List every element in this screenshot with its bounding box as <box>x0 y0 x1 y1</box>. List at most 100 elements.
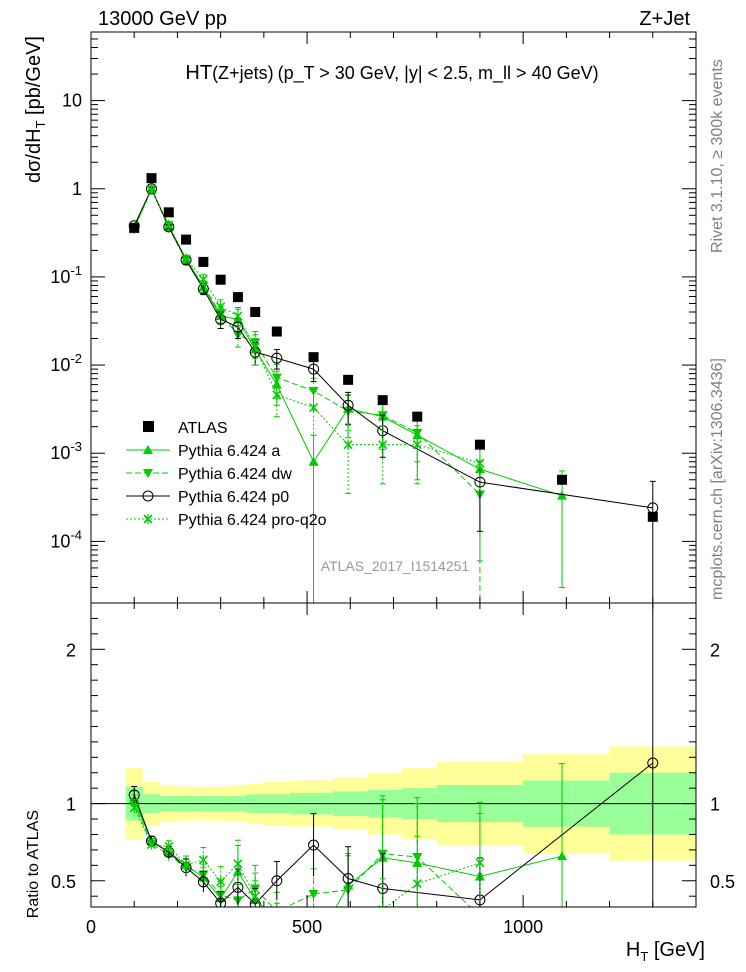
marker-triangle-down <box>475 912 485 921</box>
legend-label: ATLAS <box>178 420 228 437</box>
marker-circle <box>197 876 209 888</box>
marker-triangle-up <box>143 445 153 454</box>
axes: 0 500 1000 10-4 10-3 10-2 10-1 1 10 0.5 0.5 1 1 2 2 <box>50 31 735 937</box>
marker-triangle-down <box>308 889 319 899</box>
mcplots-label: mcplots.cern.ch [arXiv:1306.3436] <box>709 358 726 600</box>
marker-triangle-up <box>309 943 319 952</box>
marker-star <box>378 439 388 450</box>
marker-star <box>475 857 485 868</box>
ratio-y-tick-label: 1 <box>66 795 76 815</box>
marker-star <box>198 274 208 285</box>
marker-star-stroke <box>273 924 281 932</box>
data-point <box>647 511 658 522</box>
x-axis-label-text: H <box>626 939 640 961</box>
marker-star <box>181 859 191 870</box>
marker-triangle-down <box>271 373 282 383</box>
legend-label: Pythia 6.424 pro-q2o <box>178 512 327 529</box>
marker-star <box>198 854 208 865</box>
ratio-panel-series <box>128 603 659 952</box>
marker-star <box>143 514 153 524</box>
y-tick-label: 10-1 <box>50 263 82 287</box>
marker-star <box>129 802 139 813</box>
y-tick-label: 10-4 <box>50 527 82 551</box>
data-point <box>181 234 192 245</box>
marker-star <box>343 439 353 450</box>
legend-marker <box>143 421 154 432</box>
marker-star <box>250 342 260 353</box>
marker-star <box>250 891 260 902</box>
marker-star <box>164 841 174 852</box>
ratio-line <box>133 762 654 905</box>
x-tick-label: 500 <box>292 917 322 937</box>
legend-entry: Pythia 6.424 pro-q2o <box>126 512 327 529</box>
legend: ATLAS Pythia 6.424 a Pythia 6.424 dw Pythia… <box>126 420 327 529</box>
ratio-pythia-6-424-pro-q2o <box>129 798 485 935</box>
x-tick-label: 0 <box>86 917 96 937</box>
marker-star <box>412 439 422 450</box>
data-point <box>271 326 282 337</box>
data-point <box>163 207 174 218</box>
x-tick-label: 1000 <box>503 917 543 937</box>
series-line <box>133 188 481 464</box>
marker-triangle-up <box>272 914 282 923</box>
marker-star <box>146 184 157 195</box>
marker-triangle-up <box>557 490 568 500</box>
marker-circle <box>232 881 244 893</box>
data-point <box>377 395 388 406</box>
marker-triangle-down <box>143 469 153 478</box>
analysis-label: ATLAS_2017_I1514251 <box>321 558 470 574</box>
marker-circle <box>232 321 244 333</box>
marker-star <box>216 301 226 312</box>
data-point <box>232 292 243 303</box>
y-tick-label: 1 <box>72 179 82 199</box>
marker-star <box>412 878 422 889</box>
marker-star <box>164 219 174 230</box>
title-main: HT <box>185 62 212 84</box>
marker-circle <box>215 313 227 325</box>
marker-triangle-up <box>557 851 568 861</box>
y-tick-label: 10-3 <box>50 439 82 463</box>
y-axis-label-ratio: Ratio to ATLAS <box>25 810 42 918</box>
y-axis-label-main: dσ/dHT [pb/GeV] <box>23 36 48 183</box>
x-axis-label: HT [GeV] <box>626 939 705 964</box>
marker-star-stroke <box>344 926 352 934</box>
marker-circle <box>647 757 659 769</box>
data-point <box>343 374 354 385</box>
main-panel-series <box>128 173 659 603</box>
marker-circle <box>342 872 354 884</box>
marker-star <box>273 923 281 933</box>
ratio-y-tick-label: 0.5 <box>51 872 76 892</box>
marker-star <box>344 925 352 935</box>
data-point <box>215 274 226 285</box>
marker-star-stroke <box>344 926 352 934</box>
data-point <box>557 474 568 485</box>
legend-label: Pythia 6.424 dw <box>178 466 292 483</box>
marker-star <box>308 402 319 413</box>
legend-label: Pythia 6.424 a <box>178 443 280 460</box>
y-tick-label: 10-2 <box>50 351 82 375</box>
marker-star-stroke <box>273 924 281 932</box>
energy-label: 13000 GeV pp <box>98 8 227 30</box>
marker-circle <box>308 839 320 851</box>
marker-star <box>181 253 191 264</box>
series-line <box>133 187 653 509</box>
marker-star <box>475 458 485 469</box>
ratio-y-tick-label-right: 2 <box>710 640 720 660</box>
ratio-line <box>133 803 472 907</box>
marker-star <box>378 904 388 907</box>
legend-entry-atlas: ATLAS <box>143 420 228 437</box>
marker-triangle-down <box>272 908 282 917</box>
marker-star <box>146 839 157 850</box>
plot-title: HT(Z+jets) (p_T > 30 GeV, |y| < 2.5, m_ll… <box>185 62 598 84</box>
title-sub: (Z+jets) <box>212 63 274 83</box>
marker-star <box>233 858 243 869</box>
marker-star <box>233 311 243 322</box>
marker-circle <box>142 490 154 502</box>
marker-triangle-down <box>412 428 423 438</box>
marker-star <box>272 389 282 400</box>
data-point <box>474 439 485 450</box>
marker-triangle-up <box>308 456 319 466</box>
marker-star <box>216 876 226 887</box>
rivet-version-label: Rivet 3.1.10, ≥ 300k events <box>709 59 726 253</box>
process-label: Z+Jet <box>639 8 690 30</box>
